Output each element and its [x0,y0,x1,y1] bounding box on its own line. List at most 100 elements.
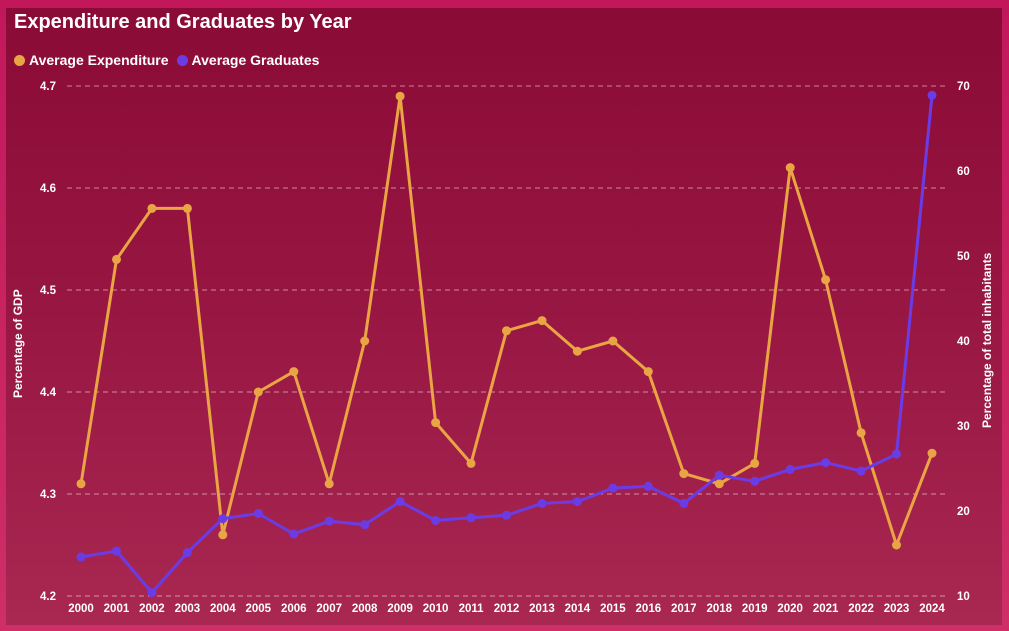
y-tick-label: 4.3 [40,489,56,501]
y-tick-label: 4.5 [40,285,57,297]
x-tick-label: 2001 [104,603,130,615]
graduates-data-point[interactable] [431,515,441,525]
x-tick-label: 2010 [423,603,449,615]
graduates-data-point[interactable] [466,513,476,523]
x-tick-label: 2014 [565,603,591,615]
expenditure-data-point[interactable] [714,479,724,489]
y2-tick-label: 10 [957,591,970,603]
expenditure-data-point[interactable] [750,458,760,468]
expenditure-data-point[interactable] [821,275,831,285]
expenditure-data-point[interactable] [253,387,263,397]
y-axis-right: 70 60 50 40 30 20 10 [957,81,970,603]
expenditure-data-point[interactable] [289,367,299,377]
graduates-data-point[interactable] [608,483,618,493]
expenditure-data-point[interactable] [537,316,547,326]
graduates-data-point[interactable] [112,546,121,556]
expenditure-data-point[interactable] [608,336,618,346]
graduates-data-point[interactable] [750,476,760,486]
legend-swatch-expenditure [14,54,25,66]
expenditure-data-point[interactable] [360,336,370,346]
graduates-data-point[interactable] [714,470,724,480]
graduates-data-point[interactable] [253,509,263,518]
y-tick-label: 4.4 [40,387,57,399]
x-tick-label: 2004 [210,603,236,615]
y-tick-label: 4.6 [40,183,56,195]
graduates-data-point[interactable] [679,498,689,508]
expenditure-data-point[interactable] [856,428,866,438]
x-tick-label: 2023 [884,603,910,615]
graduates-data-point[interactable] [927,90,937,100]
graduates-data-point[interactable] [892,449,901,459]
chart-title: Expenditure and Graduates by Year [14,11,352,33]
x-tick-label: 2003 [175,603,201,615]
graduates-data-point[interactable] [572,497,582,507]
graduates-data-point[interactable] [218,514,228,524]
expenditure-data-point[interactable] [892,540,901,550]
graduates-data-point[interactable] [785,464,795,474]
x-tick-label: 2024 [919,603,945,615]
legend: Average Expenditure Average Graduates [14,51,319,69]
graduates-data-point[interactable] [395,497,405,507]
expenditure-data-point[interactable] [679,469,689,479]
y-tick-label: 4.7 [40,81,56,93]
graduates-data-point[interactable] [182,548,192,558]
x-tick-label: 2007 [316,603,342,615]
x-axis: 2000 2001 2002 2003 2004 2005 2006 2007 2008 2009… [68,603,945,615]
x-tick-label: 2015 [600,603,626,615]
legend-item-expenditure[interactable]: Average Expenditure [14,51,169,69]
graduates-data-point[interactable] [821,458,831,468]
expenditure-data-point[interactable] [572,346,582,356]
series-line-expenditure [79,94,934,547]
legend-item-graduates[interactable]: Average Graduates [176,51,320,69]
graduates-data-point[interactable] [76,552,86,562]
graduates-data-point[interactable] [360,520,370,530]
expenditure-data-point[interactable] [218,530,228,540]
expenditure-data-point[interactable] [112,254,121,264]
x-tick-label: 2022 [848,603,874,615]
x-tick-label: 2012 [494,603,520,615]
y2-tick-label: 40 [957,336,970,348]
y2-tick-label: 50 [957,251,970,263]
x-tick-label: 2018 [706,603,732,615]
x-tick-label: 2019 [742,603,768,615]
graduates-data-point[interactable] [147,588,157,598]
expenditure-data-point[interactable] [431,418,441,428]
expenditure-data-point[interactable] [643,367,653,377]
graduates-data-point[interactable] [289,529,299,539]
series-layer [76,90,937,598]
graduates-data-point[interactable] [537,498,547,508]
chart-panel [6,8,1002,625]
expenditure-data-point[interactable] [324,479,334,489]
expenditure-data-point[interactable] [147,203,157,213]
x-tick-label: 2021 [813,603,839,615]
graduates-data-point[interactable] [502,510,511,520]
x-tick-label: 2005 [245,603,271,615]
graduates-data-point[interactable] [643,481,653,491]
expenditure-data-point[interactable] [182,203,192,213]
x-tick-label: 2013 [529,603,555,615]
x-tick-label: 2009 [387,603,413,615]
x-tick-label: 2008 [352,603,378,615]
legend-label-expenditure: Average Expenditure [29,52,169,68]
expenditure-data-point[interactable] [785,163,795,173]
y-tick-label: 4.2 [40,591,56,603]
x-tick-label: 2006 [281,603,307,615]
expenditure-data-point[interactable] [395,91,405,101]
y2-tick-label: 60 [957,166,970,178]
y2-tick-label: 70 [957,81,970,93]
legend-swatch-graduates [176,54,188,66]
expenditure-data-point[interactable] [76,479,86,489]
graduates-data-point[interactable] [856,466,866,476]
expenditure-data-point[interactable] [466,458,476,468]
expenditure-data-point[interactable] [502,326,511,336]
x-tick-label: 2000 [68,603,94,615]
x-tick-label: 2016 [636,603,662,615]
y2-tick-label: 30 [957,421,970,433]
graduates-data-point[interactable] [324,516,334,526]
legend-label-graduates: Average Graduates [191,52,320,68]
expenditure-data-point[interactable] [927,448,937,458]
x-tick-label: 2011 [459,603,485,615]
gridlines [67,85,945,597]
